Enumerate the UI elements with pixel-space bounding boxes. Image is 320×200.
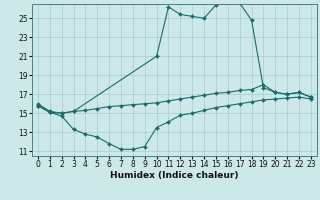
X-axis label: Humidex (Indice chaleur): Humidex (Indice chaleur)	[110, 171, 239, 180]
